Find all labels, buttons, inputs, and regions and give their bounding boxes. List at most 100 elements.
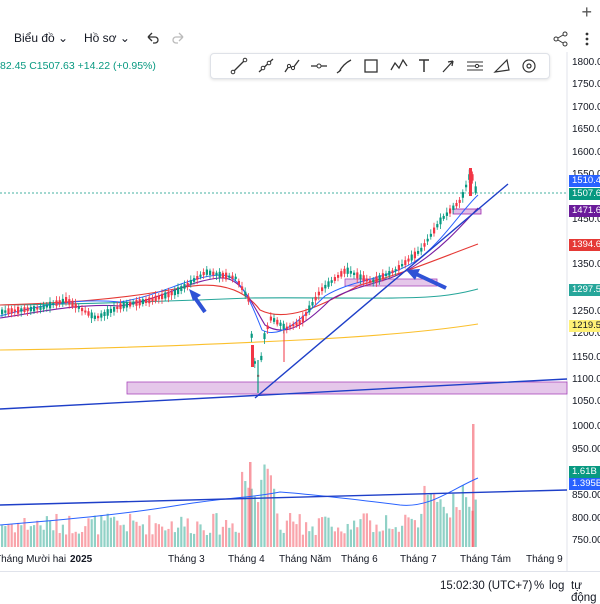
volume-bar: [119, 525, 122, 547]
candle-body: [170, 291, 173, 296]
volume-bar: [333, 531, 336, 547]
path-icon[interactable]: [390, 58, 408, 71]
target-icon[interactable]: [522, 59, 536, 73]
volume-bar: [55, 513, 58, 547]
price-badge: 1219.5: [569, 320, 600, 332]
chart-menu-button[interactable]: Biểu đồ ⌄: [14, 31, 68, 45]
share-icon[interactable]: [552, 30, 570, 48]
more-icon[interactable]: [578, 30, 596, 48]
volume-bar: [433, 494, 436, 547]
volume-bar: [417, 527, 420, 547]
volume-bar: [343, 533, 346, 547]
price-badge: 1297.5: [569, 284, 600, 296]
volume-bar: [369, 520, 372, 547]
price-badge: 1510.4: [569, 175, 600, 187]
percent-toggle[interactable]: %: [534, 580, 545, 592]
volume-bar: [186, 518, 189, 547]
price-chart[interactable]: 1800.00 1750.00 1700.00 1650.00 1600.00 1550.…: [0, 52, 600, 571]
volume-bar: [461, 485, 464, 547]
candle-body: [193, 278, 196, 282]
candle-body: [125, 302, 128, 308]
candle-body: [311, 302, 314, 306]
rectangle-icon[interactable]: [364, 59, 378, 73]
volume-bar: [375, 524, 378, 547]
arrow-annotation-right[interactable]: [406, 269, 447, 290]
undo-icon[interactable]: [143, 30, 161, 48]
add-icon[interactable]: +: [581, 2, 592, 22]
price-badge: 1.61B: [569, 466, 600, 478]
text-icon[interactable]: [419, 59, 429, 72]
candle-body: [186, 282, 189, 286]
auto-toggle[interactable]: tự động: [571, 580, 597, 604]
candle-body: [340, 271, 343, 277]
volume-bar: [413, 520, 416, 547]
fib-icon[interactable]: [467, 61, 483, 71]
candle-body: [321, 287, 324, 292]
uptrend-line[interactable]: [254, 183, 509, 399]
candle-body: [404, 260, 407, 266]
time-axis-label: Tháng 6: [341, 554, 378, 565]
candle-body: [461, 192, 464, 198]
brush-icon[interactable]: [336, 59, 352, 74]
candle-body: [100, 313, 103, 318]
volume-bar: [436, 501, 439, 547]
candle-body: [23, 307, 26, 313]
volume-bar: [401, 525, 404, 547]
candle-body: [410, 254, 413, 261]
time-axis-label: Tháng 4: [228, 554, 265, 565]
price-tick-label: 1100.00: [572, 374, 600, 385]
candle-body: [209, 270, 212, 275]
volume-bar: [298, 514, 301, 547]
clock-label[interactable]: 15:02:30 (UTC+7): [440, 580, 533, 592]
candle-body: [7, 308, 10, 315]
price-tick-label: 1750.00: [572, 79, 600, 90]
candle-body: [129, 301, 132, 307]
price-tick-label: 1150.00: [572, 352, 600, 363]
arrow-icon[interactable]: [442, 60, 454, 73]
volume-bar: [90, 519, 93, 547]
volume-trendline[interactable]: [0, 489, 568, 506]
arrow-annotation-left[interactable]: [189, 289, 207, 314]
volume-bar: [266, 468, 269, 547]
log-toggle[interactable]: log: [549, 580, 565, 592]
time-axis-label: Tháng Năm: [279, 554, 331, 565]
candle-body: [212, 271, 215, 276]
volume-bar: [132, 520, 135, 547]
volume-bar: [247, 487, 250, 547]
profile-menu-button[interactable]: Hồ sơ ⌄: [84, 31, 130, 45]
long-trendline[interactable]: [0, 378, 568, 410]
volume-bar: [285, 520, 288, 547]
volume-bar: [93, 515, 96, 547]
candle-body: [157, 295, 160, 300]
support-zone[interactable]: [126, 381, 568, 395]
volume-bar: [340, 531, 343, 547]
candle-body: [202, 271, 205, 276]
redo-icon[interactable]: [170, 30, 188, 48]
candle-body: [253, 361, 256, 364]
volume-bar: [71, 533, 74, 547]
volume-bar: [365, 513, 368, 547]
measure-icon[interactable]: [493, 58, 510, 73]
volume-bar: [445, 513, 448, 547]
candle-body: [449, 208, 452, 214]
volume-bar: [362, 513, 365, 547]
volume-bar: [311, 526, 314, 547]
candle-body: [413, 251, 416, 259]
candle-body: [263, 333, 266, 340]
ray-icon[interactable]: [258, 58, 274, 73]
ma-20-line: [0, 207, 479, 331]
volume-bar: [77, 533, 80, 547]
volume-bar: [452, 493, 455, 547]
volume-bar: [183, 526, 186, 547]
volume-bar: [29, 526, 32, 547]
volume-bar: [10, 524, 13, 547]
candle-body: [269, 316, 272, 321]
volume-bar: [20, 525, 23, 547]
trend-line-icon[interactable]: [230, 57, 248, 75]
candle-body: [282, 323, 285, 329]
horizontal-line-icon[interactable]: [311, 63, 327, 69]
volume-bar: [308, 531, 311, 547]
candle-body: [452, 205, 455, 211]
extended-line-icon[interactable]: [284, 59, 300, 73]
candle-body: [375, 276, 378, 283]
